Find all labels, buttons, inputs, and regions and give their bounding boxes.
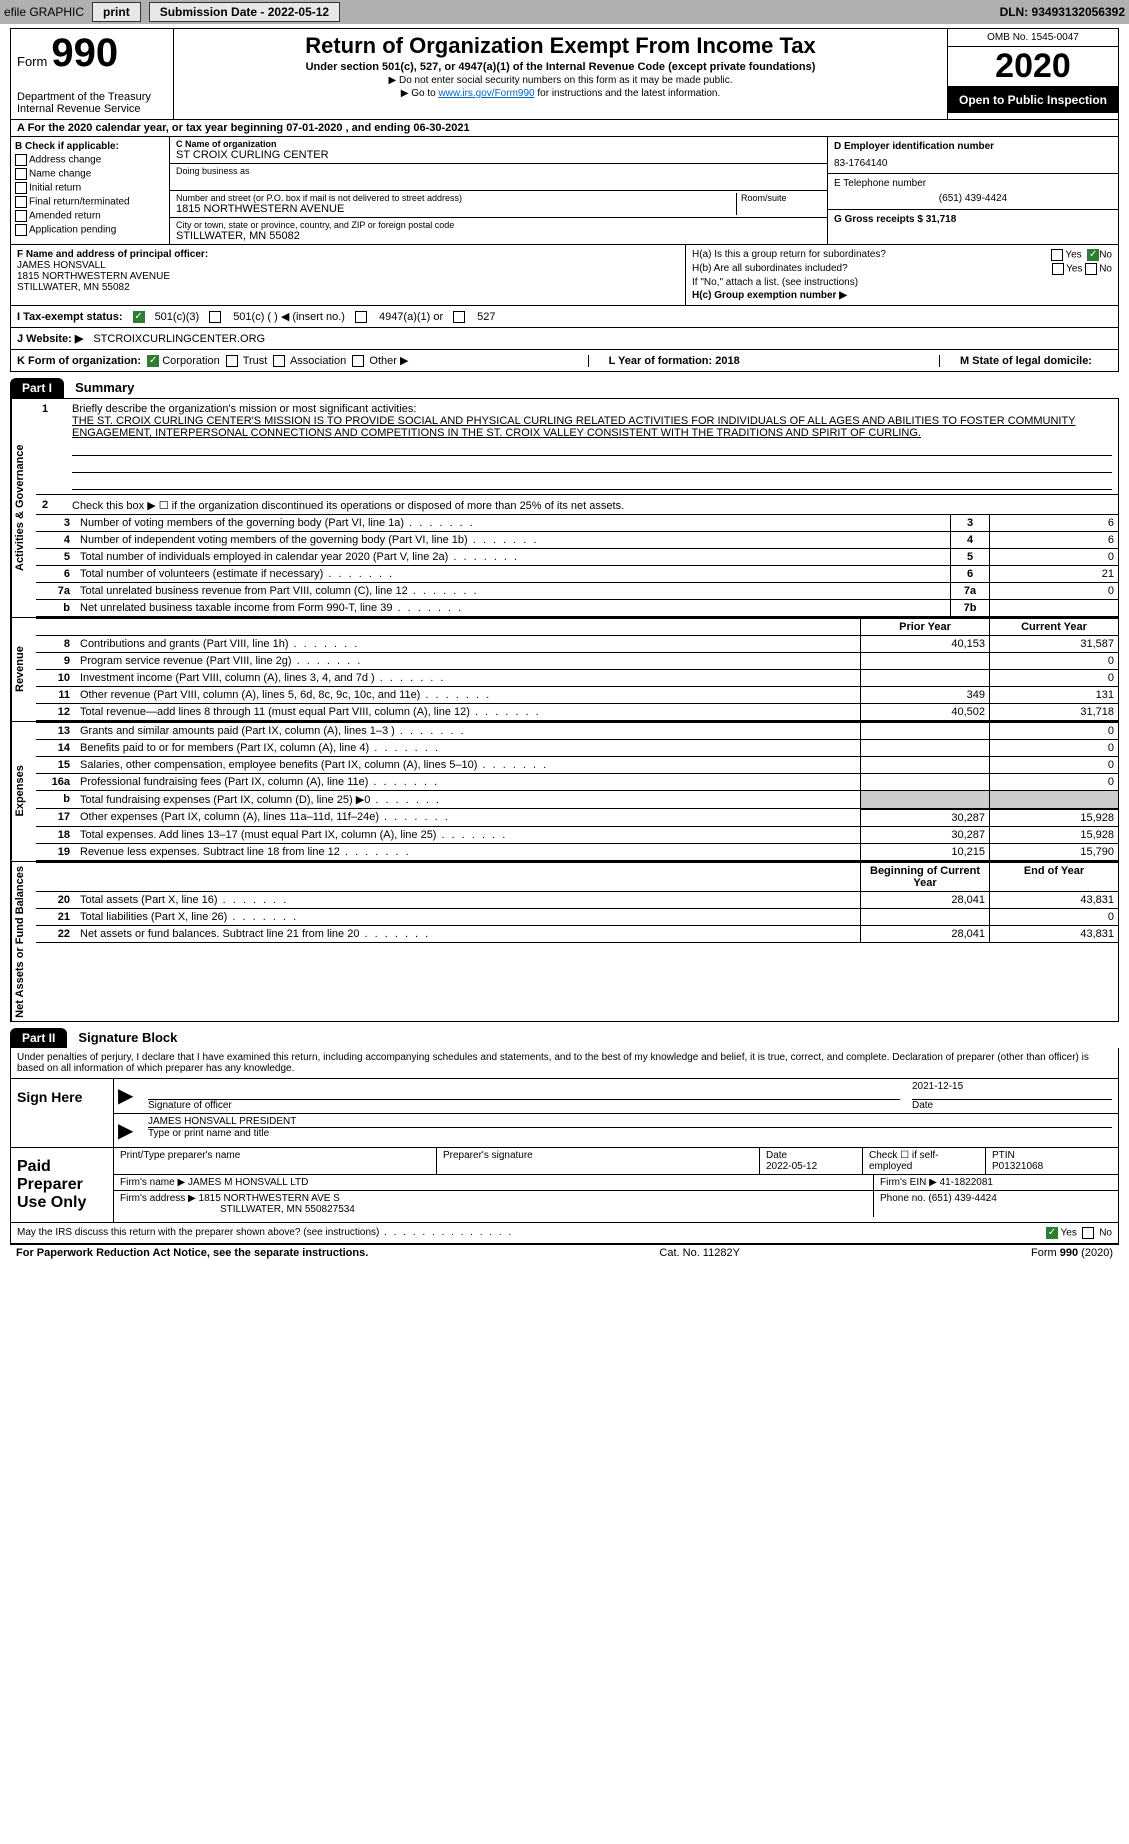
discuss-row: May the IRS discuss this return with the… [11,1222,1118,1243]
irs-label: Internal Revenue Service [17,103,167,115]
chk-assoc[interactable] [273,355,285,367]
chk-discuss-yes[interactable]: ✓ [1046,1227,1058,1239]
chk-app-pending[interactable] [15,224,27,236]
print-button[interactable]: print [92,2,141,22]
chk-501c3[interactable]: ✓ [133,311,145,323]
sig-date: 2021-12-15 [912,1081,1112,1100]
chk-501c[interactable] [209,311,221,323]
phone: (651) 439-4424 [834,193,1112,204]
side-governance: Activities & Governance [11,399,36,617]
col-h: H(a) Is this a group return for subordin… [686,245,1118,305]
tax-year: 2020 [948,47,1118,87]
firm-phone: (651) 439-4424 [928,1193,996,1204]
mission-text: THE ST. CROIX CURLING CENTER'S MISSION I… [72,415,1076,439]
chk-trust[interactable] [226,355,238,367]
perjury-declaration: Under penalties of perjury, I declare th… [11,1048,1118,1078]
firm-city: STILLWATER, MN 550827534 [220,1204,355,1215]
submission-date-button[interactable]: Submission Date - 2022-05-12 [149,2,340,22]
paid-preparer-label: Paid Preparer Use Only [11,1148,114,1222]
gross-receipts: G Gross receipts $ 31,718 [834,214,956,225]
chk-address-change[interactable] [15,154,27,166]
header-center: Return of Organization Exempt From Incom… [174,29,948,119]
header-left: Form 990 Department of the Treasury Inte… [11,29,174,119]
form-subtitle: Under section 501(c), 527, or 4947(a)(1)… [184,61,937,73]
firm-name: JAMES M HONSVALL LTD [188,1177,308,1188]
chk-other[interactable] [352,355,364,367]
col-b-checkboxes: B Check if applicable: Address change Na… [11,137,170,244]
part-1-header: Part I [10,378,64,398]
fh-row: F Name and address of principal officer:… [10,245,1119,306]
top-toolbar: efile GRAPHIC print Submission Date - 20… [0,0,1129,24]
irs-link[interactable]: www.irs.gov/Form990 [438,88,534,99]
side-revenue: Revenue [11,618,36,721]
part-1: Part I Summary Activities & Governance 1… [10,378,1119,1022]
website-url: STCROIXCURLINGCENTER.ORG [93,333,265,345]
governance-table: 3Number of voting members of the governi… [36,514,1118,617]
expenses-table: 13Grants and similar amounts paid (Part … [36,722,1118,861]
chk-ha-yes[interactable] [1051,249,1063,261]
chk-ha-no[interactable]: ✓ [1087,249,1099,261]
ein: 83-1764140 [834,158,1112,169]
form-header: Form 990 Department of the Treasury Inte… [10,28,1119,120]
officer-name: JAMES HONSVALL PRESIDENT [148,1116,1112,1128]
firm-ein: 41-1822081 [940,1177,993,1188]
side-expenses: Expenses [11,722,36,861]
chk-final-return[interactable] [15,196,27,208]
header-right: OMB No. 1545-0047 2020 Open to Public In… [948,29,1118,119]
website-row: J Website: ▶ STCROIXCURLINGCENTER.ORG [10,328,1119,350]
form-title: Return of Organization Exempt From Incom… [184,33,937,59]
col-degf: D Employer identification number 83-1764… [827,137,1118,244]
chk-hb-no[interactable] [1085,263,1097,275]
chk-name-change[interactable] [15,168,27,180]
sign-here-label: Sign Here [11,1079,114,1147]
firm-addr: 1815 NORTHWESTERN AVE S [199,1193,340,1204]
side-net-assets: Net Assets or Fund Balances [11,862,36,1022]
chk-4947[interactable] [355,311,367,323]
form-word: Form [17,54,47,69]
chk-initial-return[interactable] [15,182,27,194]
chk-hb-yes[interactable] [1052,263,1064,275]
tax-exempt-status-row: I Tax-exempt status: ✓501(c)(3) 501(c) (… [10,306,1119,328]
col-c-org-info: C Name of organization ST CROIX CURLING … [170,137,827,244]
form-number: 990 [51,33,118,73]
chk-527[interactable] [453,311,465,323]
org-address: 1815 NORTHWESTERN AVENUE [176,203,736,215]
note-link-line: ▶ Go to www.irs.gov/Form990 for instruct… [184,88,937,99]
part-2-header: Part II [10,1028,67,1048]
col-f-officer: F Name and address of principal officer:… [11,245,686,305]
page-footer: For Paperwork Reduction Act Notice, see … [10,1244,1119,1261]
section-a-tax-year: A For the 2020 calendar year, or tax yea… [10,120,1119,137]
part-2: Part II Signature Block Under penalties … [10,1028,1119,1244]
dept-label: Department of the Treasury [17,91,167,103]
dln-label: DLN: 93493132056392 [1000,5,1125,19]
omb-number: OMB No. 1545-0047 [948,29,1118,47]
chk-discuss-no[interactable] [1082,1227,1094,1239]
open-public-badge: Open to Public Inspection [948,87,1118,113]
form-container: Form 990 Department of the Treasury Inte… [0,24,1129,1271]
arrow-icon: ▶ [114,1114,142,1147]
form-of-org-row: K Form of organization: ✓ Corporation Tr… [10,350,1119,372]
efile-label: efile GRAPHIC [4,5,84,19]
revenue-table: Prior YearCurrent Year8Contributions and… [36,618,1118,721]
chk-corp[interactable]: ✓ [147,355,159,367]
org-city: STILLWATER, MN 55082 [176,230,821,242]
chk-amended[interactable] [15,210,27,222]
ptin: P01321068 [992,1161,1043,1172]
arrow-icon: ▶ [114,1079,142,1113]
note-ssn: ▶ Do not enter social security numbers o… [184,75,937,86]
info-grid: B Check if applicable: Address change Na… [10,137,1119,245]
net-assets-table: Beginning of Current YearEnd of Year20To… [36,862,1118,943]
form-page-label: Form 990 (2020) [1031,1247,1113,1259]
org-name: ST CROIX CURLING CENTER [176,149,821,161]
